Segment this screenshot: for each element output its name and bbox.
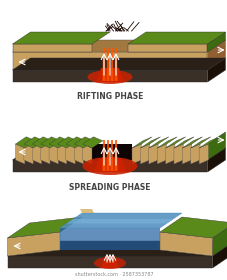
Polygon shape [12, 52, 207, 70]
Polygon shape [57, 144, 67, 164]
Polygon shape [15, 137, 36, 148]
Polygon shape [212, 223, 227, 256]
Polygon shape [24, 137, 44, 148]
Polygon shape [66, 219, 173, 223]
Polygon shape [207, 148, 225, 172]
Polygon shape [114, 140, 117, 171]
Polygon shape [94, 158, 126, 172]
Polygon shape [190, 137, 210, 148]
Polygon shape [15, 144, 25, 164]
Polygon shape [96, 68, 123, 82]
Polygon shape [190, 144, 199, 164]
Polygon shape [57, 137, 77, 148]
Polygon shape [182, 144, 191, 164]
Polygon shape [66, 144, 75, 164]
Polygon shape [131, 137, 151, 148]
Polygon shape [110, 140, 113, 171]
Polygon shape [60, 228, 159, 250]
Polygon shape [74, 144, 83, 164]
Polygon shape [198, 137, 218, 148]
Polygon shape [7, 217, 82, 238]
Polygon shape [207, 132, 225, 160]
Polygon shape [140, 144, 149, 164]
Ellipse shape [94, 257, 126, 269]
Polygon shape [173, 144, 183, 164]
Polygon shape [49, 137, 69, 148]
Polygon shape [12, 32, 109, 44]
Polygon shape [40, 144, 50, 164]
Polygon shape [12, 148, 225, 160]
Polygon shape [106, 48, 109, 81]
Polygon shape [102, 140, 105, 171]
Polygon shape [207, 40, 225, 70]
Polygon shape [159, 232, 212, 256]
Polygon shape [74, 137, 94, 148]
Polygon shape [24, 144, 33, 164]
Polygon shape [140, 137, 160, 148]
Polygon shape [12, 40, 225, 52]
Polygon shape [212, 241, 227, 268]
Ellipse shape [82, 157, 137, 175]
Polygon shape [88, 144, 131, 160]
Polygon shape [12, 58, 225, 70]
Polygon shape [165, 144, 174, 164]
Polygon shape [159, 217, 227, 238]
Polygon shape [80, 209, 94, 213]
Ellipse shape [87, 70, 132, 84]
Polygon shape [60, 213, 181, 228]
Polygon shape [66, 137, 86, 148]
Polygon shape [32, 144, 42, 164]
Polygon shape [127, 32, 225, 44]
Polygon shape [12, 70, 207, 82]
Polygon shape [102, 48, 105, 81]
Polygon shape [12, 44, 92, 52]
Polygon shape [182, 137, 202, 148]
Polygon shape [198, 144, 207, 164]
Polygon shape [156, 144, 166, 164]
Polygon shape [131, 144, 141, 164]
Polygon shape [82, 144, 92, 164]
Polygon shape [110, 48, 113, 81]
Polygon shape [7, 241, 227, 256]
Polygon shape [173, 137, 193, 148]
Polygon shape [49, 144, 58, 164]
Text: RIFTING PHASE: RIFTING PHASE [76, 92, 143, 101]
Polygon shape [148, 137, 168, 148]
Polygon shape [156, 137, 177, 148]
Polygon shape [114, 48, 117, 81]
Polygon shape [106, 140, 109, 171]
Polygon shape [207, 58, 225, 82]
Polygon shape [82, 137, 102, 148]
Polygon shape [127, 44, 207, 52]
Polygon shape [101, 256, 118, 268]
Polygon shape [12, 160, 207, 172]
Text: shutterstock.com · 2587353787: shutterstock.com · 2587353787 [74, 272, 153, 277]
Polygon shape [165, 137, 185, 148]
Polygon shape [7, 256, 212, 268]
Polygon shape [32, 137, 52, 148]
Polygon shape [148, 144, 158, 164]
Polygon shape [40, 137, 61, 148]
Polygon shape [207, 32, 225, 52]
Polygon shape [7, 232, 60, 256]
Text: SPREADING PHASE: SPREADING PHASE [69, 183, 150, 192]
